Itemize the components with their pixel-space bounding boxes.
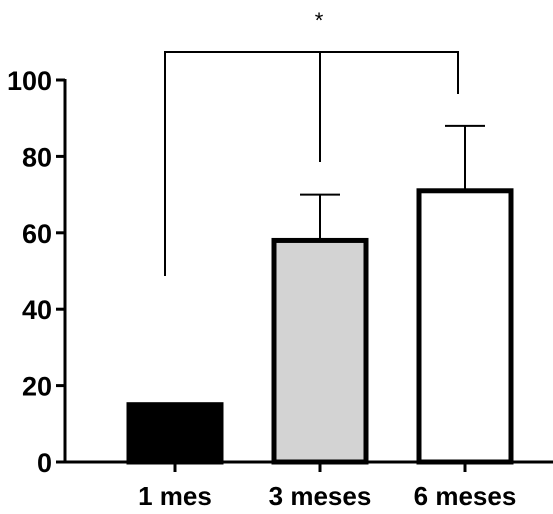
significance-bracket-line <box>164 51 459 276</box>
x-axis-ticks: 1 mes 3 meses 6 meses <box>138 462 516 511</box>
bar <box>271 237 369 465</box>
y-tick-label: 80 <box>22 142 52 172</box>
significance-bracket: * <box>164 8 459 276</box>
x-tick-label: 3 meses <box>269 481 372 511</box>
y-tick-label: 100 <box>7 66 52 96</box>
y-tick-label: 0 <box>37 448 52 478</box>
bar <box>416 188 514 465</box>
significance-label: * <box>315 8 324 33</box>
y-tick-label: 20 <box>22 372 52 402</box>
x-tick-label: 6 meses <box>414 481 517 511</box>
bars <box>126 124 514 465</box>
y-tick-label: 60 <box>22 219 52 249</box>
bar <box>126 402 224 465</box>
x-tick-label: 1 mes <box>138 481 212 511</box>
y-axis-ticks: 0 20 40 60 80 100 <box>7 66 65 478</box>
y-tick-label: 40 <box>22 295 52 325</box>
